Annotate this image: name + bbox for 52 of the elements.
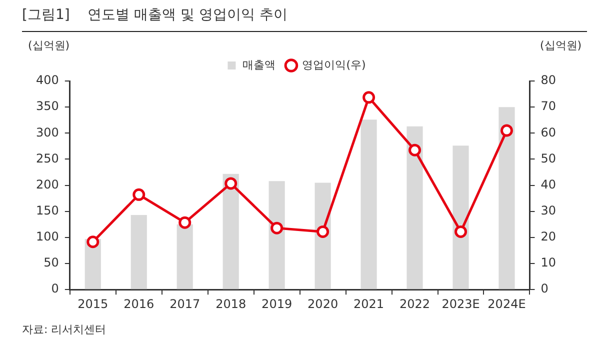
- x-tick-label: 2016: [124, 296, 154, 311]
- x-tick-label: 2017: [170, 296, 200, 311]
- point: [454, 225, 468, 238]
- point: [132, 188, 146, 201]
- point: [178, 216, 192, 229]
- legend-label: 영업이익(우): [302, 58, 366, 72]
- y2-tick-label: 60: [540, 125, 556, 140]
- y-tick-label: 50: [44, 256, 59, 270]
- x-tick-label: 2021: [354, 296, 384, 311]
- chart-title: [그림1] 연도별 매출액 및 영업이익 추이: [22, 6, 587, 32]
- x-tick-label: 2022: [400, 296, 430, 311]
- bar: [498, 107, 515, 290]
- y2-axis-title: (십억원): [540, 38, 582, 53]
- bar: [406, 126, 423, 290]
- point: [224, 177, 238, 190]
- point: [362, 91, 376, 104]
- y2-tick-label: 30: [540, 204, 556, 218]
- bar: [130, 215, 147, 290]
- text: 자료: 리서치센터: [22, 322, 106, 337]
- bar: [268, 181, 285, 290]
- y-tick-label: 100: [36, 230, 59, 244]
- point: [270, 222, 284, 234]
- point: [500, 124, 513, 137]
- y-tick-label: 300: [36, 125, 59, 140]
- y2-tick-label: 0: [540, 282, 548, 296]
- y2-tick-label: 20: [540, 230, 556, 244]
- x-tick-label: 2018: [216, 296, 246, 311]
- y-tick-label: 250: [36, 151, 59, 166]
- x-tick-label: 2015: [78, 296, 108, 311]
- point: [316, 225, 330, 238]
- bar: [360, 120, 377, 290]
- bar: [452, 146, 469, 290]
- y2-tick-label: 10: [540, 256, 556, 270]
- y-axis-title: (십억원): [28, 38, 70, 53]
- y2-tick-label: 80: [540, 73, 556, 88]
- y-tick-label: 200: [36, 177, 59, 192]
- point: [408, 144, 422, 156]
- bar: [222, 174, 239, 290]
- y-tick-label: 350: [36, 99, 59, 114]
- point: [86, 236, 100, 248]
- x-tick-label: 2020: [308, 296, 338, 311]
- bar: [176, 224, 193, 290]
- legend-label: 매출액: [242, 58, 276, 72]
- y2-tick-label: 50: [540, 151, 556, 166]
- x-tick-label: 2023E: [442, 296, 480, 311]
- y2-tick-label: 70: [540, 99, 556, 114]
- y2-tick-label: 40: [540, 177, 556, 192]
- x-tick-label: 2019: [262, 296, 292, 311]
- y-tick-label: 0: [51, 282, 59, 296]
- y-tick-label: 400: [36, 73, 59, 88]
- y-tick-label: 150: [36, 204, 59, 218]
- x-tick-label: 2024E: [488, 296, 526, 311]
